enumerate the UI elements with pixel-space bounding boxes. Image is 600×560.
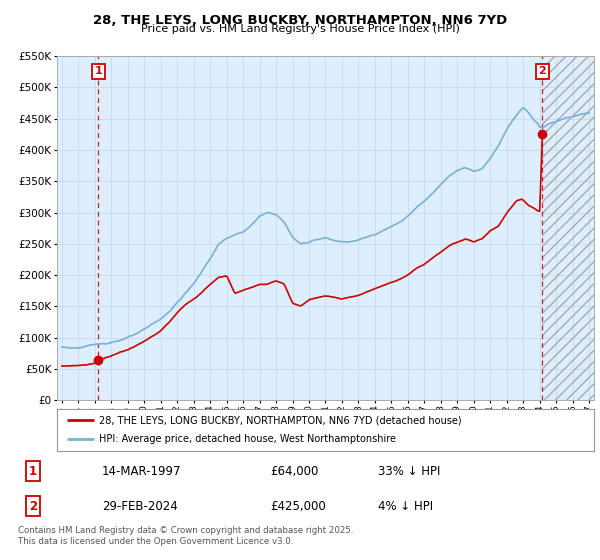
Text: 28, THE LEYS, LONG BUCKBY, NORTHAMPTON, NN6 7YD: 28, THE LEYS, LONG BUCKBY, NORTHAMPTON, … [93,14,507,27]
Bar [542,56,594,400]
Text: 28, THE LEYS, LONG BUCKBY, NORTHAMPTON, NN6 7YD (detached house): 28, THE LEYS, LONG BUCKBY, NORTHAMPTON, … [99,415,461,425]
Text: 33% ↓ HPI: 33% ↓ HPI [378,465,440,478]
Text: Contains HM Land Registry data © Crown copyright and database right 2025.
This d: Contains HM Land Registry data © Crown c… [18,526,353,546]
Text: 2: 2 [29,500,37,512]
Text: £425,000: £425,000 [270,500,326,512]
Text: £64,000: £64,000 [270,465,319,478]
Text: HPI: Average price, detached house, West Northamptonshire: HPI: Average price, detached house, West… [99,435,396,445]
Text: 4% ↓ HPI: 4% ↓ HPI [378,500,433,512]
Text: 2: 2 [539,67,547,77]
Text: 1: 1 [29,465,37,478]
Text: Price paid vs. HM Land Registry's House Price Index (HPI): Price paid vs. HM Land Registry's House … [140,24,460,34]
Text: 14-MAR-1997: 14-MAR-1997 [102,465,182,478]
Text: 1: 1 [94,67,102,77]
Text: 29-FEB-2024: 29-FEB-2024 [102,500,178,512]
